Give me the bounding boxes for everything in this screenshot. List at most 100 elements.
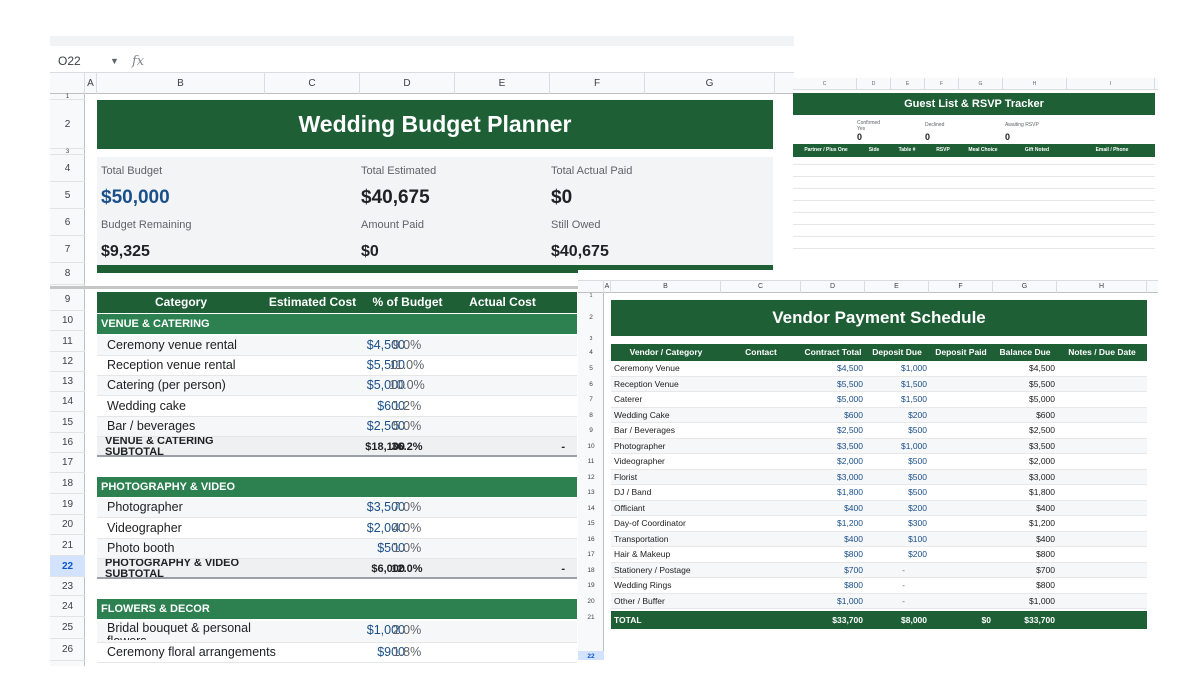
row-header[interactable]: 18 (587, 566, 595, 574)
budget-row[interactable]: Ceremony venue rental $4,500 9.0% (97, 336, 577, 356)
row-header[interactable]: 4 (50, 155, 85, 182)
row-header[interactable]: 5 (50, 182, 85, 209)
row-header-selected[interactable]: 22 (578, 651, 604, 660)
subtotal-row[interactable]: PHOTOGRAPHY & VIDEO SUBTOTAL $6,000 12.0… (97, 559, 577, 579)
row-header[interactable]: 14 (587, 504, 595, 512)
row-header[interactable]: 8 (589, 411, 593, 419)
row-header-selected[interactable]: 22 (50, 556, 85, 577)
row-header[interactable]: 6 (50, 209, 85, 236)
row-header[interactable]: 11 (50, 331, 85, 352)
budget-row[interactable]: Videographer $2,000 4.0% (97, 519, 577, 539)
vendor-row[interactable]: Wedding Rings $800 - $800 (611, 578, 1147, 594)
row-header[interactable]: 19 (50, 494, 85, 515)
column-header[interactable]: D (801, 281, 865, 293)
name-box[interactable]: O22 (58, 54, 81, 68)
budget-row[interactable]: Photographer $3,500 7.0% (97, 498, 577, 518)
select-all-corner[interactable] (50, 73, 85, 94)
budget-row[interactable]: Wedding cake $600 1.2% (97, 397, 577, 417)
row-header[interactable]: 16 (587, 535, 595, 543)
row-header[interactable]: 7 (589, 396, 593, 403)
row-header[interactable]: 26 (50, 639, 85, 661)
row-header[interactable]: 6 (589, 380, 593, 388)
row-header[interactable]: 15 (50, 412, 85, 433)
row-header[interactable]: 17 (50, 453, 85, 473)
row-header[interactable]: 12 (50, 352, 85, 372)
row-header[interactable]: 8 (50, 263, 85, 285)
column-header[interactable]: C (793, 78, 857, 90)
column-header[interactable]: G (959, 78, 1003, 90)
row-header[interactable]: 3 (50, 149, 85, 155)
subtotal-row[interactable]: VENUE & CATERING SUBTOTAL $18,100 36.2% … (97, 437, 577, 457)
budget-row[interactable]: Bridal bouquet & personal flowers $1,000… (97, 621, 577, 643)
row-header[interactable]: 21 (50, 535, 85, 556)
column-header[interactable]: G (993, 281, 1057, 293)
column-header[interactable]: D (857, 78, 891, 90)
row-header[interactable]: 14 (50, 392, 85, 412)
vendor-row[interactable]: Officiant $400 $200 $400 (611, 500, 1147, 516)
vendor-row[interactable]: Florist $3,000 $500 $3,000 (611, 469, 1147, 485)
column-header[interactable]: F (550, 73, 645, 94)
vendor-row[interactable]: Other / Buffer $1,000 - $1,000 (611, 593, 1147, 609)
row-header[interactable]: 9 (589, 427, 593, 434)
row-header[interactable]: 1 (589, 293, 593, 299)
vendor-row[interactable]: Day-of Coordinator $1,200 $300 $1,200 (611, 516, 1147, 532)
column-header[interactable]: D (360, 73, 455, 94)
chevron-down-icon[interactable]: ▼ (110, 56, 119, 66)
column-header[interactable]: C (721, 281, 801, 293)
budget-row[interactable]: Bar / beverages $2,500 5.0% (97, 417, 577, 437)
column-header[interactable]: C (265, 73, 360, 94)
row-header[interactable]: 2 (589, 314, 593, 321)
budget-row[interactable]: Ceremony floral arrangements $900 1.8% (97, 643, 577, 663)
vendor-row[interactable]: DJ / Band $1,800 $500 $1,800 (611, 485, 1147, 501)
column-header[interactable]: A (604, 281, 611, 293)
vendor-row[interactable]: Reception Venue $5,500 $1,500 $5,500 (611, 376, 1147, 392)
frozen-pane-divider[interactable] (50, 286, 794, 289)
column-header[interactable]: E (865, 281, 929, 293)
row-header[interactable]: 20 (50, 515, 85, 535)
column-header[interactable]: F (929, 281, 993, 293)
column-header[interactable]: B (97, 73, 265, 94)
row-header[interactable]: 12 (587, 473, 595, 481)
row-header[interactable]: 3 (589, 336, 593, 342)
vendor-row[interactable]: Wedding Cake $600 $200 $600 (611, 407, 1147, 423)
column-header[interactable]: F (925, 78, 959, 90)
row-header[interactable]: 21 (587, 614, 595, 621)
row-header[interactable]: 20 (587, 597, 595, 605)
vendor-row[interactable]: Transportation $400 $100 $400 (611, 531, 1147, 547)
row-header[interactable]: 19 (587, 582, 595, 589)
column-header[interactable]: B (611, 281, 721, 293)
row-header[interactable]: 13 (50, 372, 85, 392)
row-header[interactable]: 10 (50, 311, 85, 331)
column-header[interactable]: E (455, 73, 550, 94)
select-all-corner[interactable] (578, 281, 604, 293)
budget-row[interactable]: Photo booth $500 1.0% (97, 539, 577, 559)
vendor-row[interactable]: Bar / Beverages $2,500 $500 $2,500 (611, 423, 1147, 439)
vendor-row[interactable]: Hair & Makeup $800 $200 $800 (611, 547, 1147, 563)
column-header[interactable]: G (645, 73, 775, 94)
column-header[interactable]: A (85, 73, 97, 94)
column-header[interactable]: H (1003, 78, 1067, 90)
row-header[interactable]: 24 (50, 596, 85, 617)
column-header[interactable]: E (891, 78, 925, 90)
row-header[interactable]: 13 (587, 489, 595, 496)
row-header[interactable]: 15 (587, 520, 595, 527)
row-header[interactable]: 2 (50, 100, 85, 149)
column-header[interactable]: I (1067, 78, 1155, 90)
vendor-row[interactable]: Videographer $2,000 $500 $2,000 (611, 454, 1147, 470)
row-header[interactable]: 7 (50, 236, 85, 263)
row-header[interactable]: 11 (587, 458, 595, 465)
row-header[interactable]: 1 (50, 94, 85, 100)
row-header[interactable]: 17 (587, 551, 595, 558)
column-header[interactable]: H (1057, 281, 1147, 293)
vendor-row[interactable]: Caterer $5,000 $1,500 $5,000 (611, 392, 1147, 408)
row-header[interactable]: 4 (589, 349, 593, 356)
row-header[interactable]: 25 (50, 617, 85, 639)
row-header[interactable]: 18 (50, 473, 85, 494)
row-header[interactable]: 5 (589, 365, 593, 372)
row-header[interactable]: 23 (50, 577, 85, 596)
vendor-row[interactable]: Photographer $3,500 $1,000 $3,500 (611, 438, 1147, 454)
row-header[interactable]: 10 (587, 442, 595, 450)
vendor-row[interactable]: Ceremony Venue $4,500 $1,000 $4,500 (611, 361, 1147, 377)
budget-row[interactable]: Reception venue rental $5,500 11.0% (97, 356, 577, 376)
row-header[interactable]: 16 (50, 433, 85, 453)
